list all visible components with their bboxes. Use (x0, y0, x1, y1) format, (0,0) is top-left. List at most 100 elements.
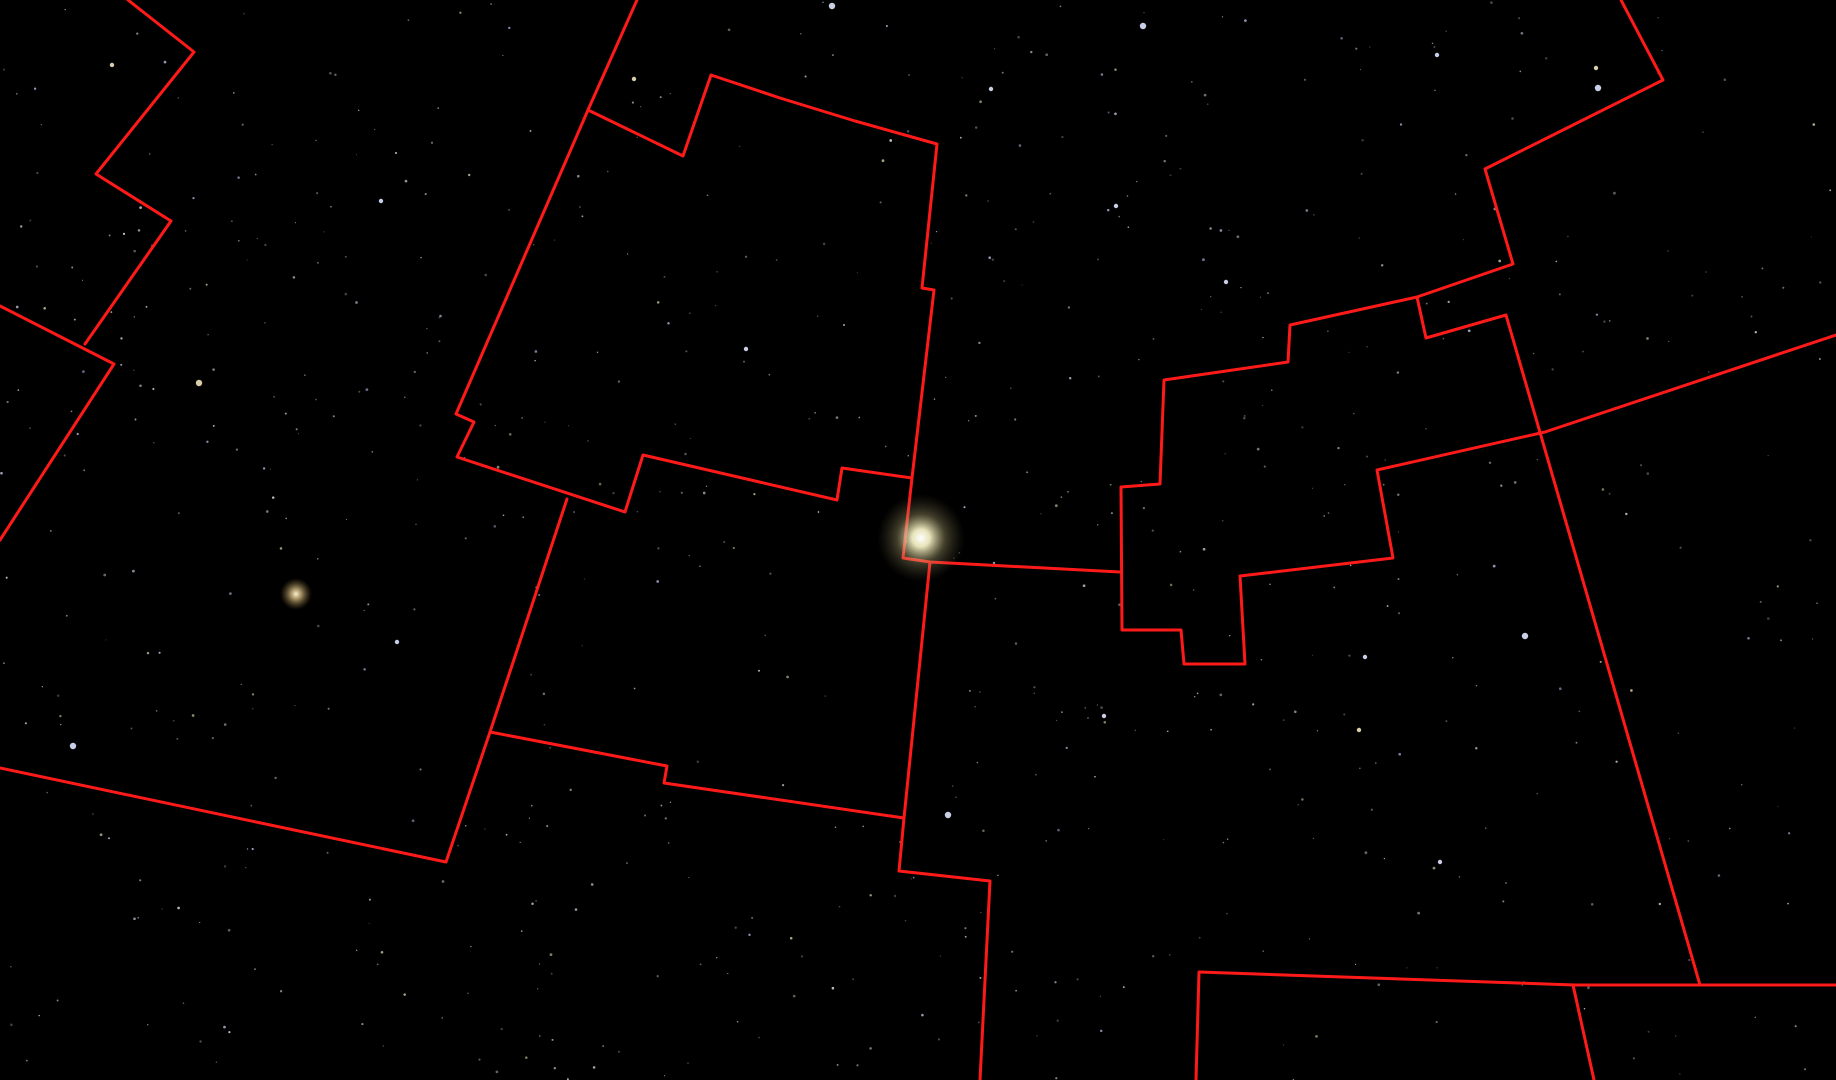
star (1308, 938, 1311, 940)
star (403, 993, 406, 996)
star (935, 230, 938, 233)
constellation-boundary-line (1415, 295, 1702, 987)
star (699, 565, 701, 567)
star (879, 201, 882, 204)
star (689, 312, 691, 314)
star (1082, 584, 1086, 588)
star (950, 297, 953, 300)
star (987, 200, 989, 202)
star (246, 848, 249, 850)
star (413, 608, 416, 611)
star (1818, 358, 1821, 360)
star (419, 424, 422, 427)
star (889, 139, 893, 142)
star (716, 957, 718, 959)
star (1228, 634, 1231, 637)
star (1359, 767, 1361, 769)
star (893, 894, 897, 898)
star (792, 994, 796, 998)
star (521, 417, 523, 419)
star (73, 318, 76, 321)
star (544, 421, 546, 423)
star (136, 32, 139, 35)
star (579, 206, 581, 208)
star (1366, 346, 1368, 348)
star (71, 266, 74, 269)
star (1630, 689, 1633, 692)
planet-glow[interactable] (877, 494, 965, 582)
star (612, 491, 615, 495)
star (1750, 315, 1753, 318)
star (1447, 300, 1450, 304)
star (355, 301, 358, 304)
star (1502, 900, 1505, 903)
star (664, 817, 667, 820)
star (1014, 418, 1017, 421)
star (631, 101, 634, 104)
star (656, 580, 660, 583)
star (227, 928, 231, 932)
star (1374, 762, 1377, 764)
star (279, 547, 283, 550)
star (1221, 16, 1224, 18)
star (1578, 710, 1581, 713)
star (988, 256, 992, 260)
star (739, 145, 741, 147)
star (419, 768, 422, 771)
star (1269, 583, 1271, 586)
star (748, 933, 751, 937)
bright-star (743, 346, 749, 352)
star (199, 921, 201, 924)
star (1033, 686, 1036, 689)
star (161, 908, 163, 910)
star (581, 645, 583, 647)
star (714, 304, 717, 307)
star (413, 370, 416, 374)
star (1819, 281, 1822, 284)
star (1490, 1, 1493, 4)
star (751, 917, 753, 919)
star (1702, 131, 1704, 133)
constellation-boundary-line (1119, 0, 1836, 666)
star (35, 265, 39, 268)
star (1165, 134, 1168, 137)
star (1127, 226, 1130, 228)
star (1657, 16, 1659, 19)
star (519, 841, 521, 844)
galaxy-glow[interactable] (280, 578, 312, 610)
star (437, 107, 439, 109)
star (478, 1058, 481, 1061)
star (1262, 950, 1264, 952)
star (441, 1017, 444, 1019)
star (24, 722, 27, 725)
star (1431, 42, 1434, 45)
star (371, 451, 374, 453)
star (1222, 380, 1225, 383)
star (961, 77, 963, 79)
star (933, 398, 936, 400)
star (1518, 17, 1520, 20)
star (1384, 459, 1386, 461)
star (1049, 192, 1052, 195)
star (702, 491, 706, 495)
star (329, 72, 332, 75)
star (430, 141, 434, 144)
star (525, 1056, 528, 1059)
bright-star (1434, 52, 1440, 58)
star (1361, 138, 1364, 142)
star (573, 511, 575, 513)
star (1301, 426, 1304, 429)
star (964, 935, 967, 938)
star (535, 899, 538, 902)
star (1688, 958, 1691, 962)
star (1615, 760, 1618, 763)
star (1311, 487, 1314, 489)
star (705, 485, 708, 487)
star (979, 100, 982, 104)
star (1065, 746, 1068, 750)
star (1220, 311, 1222, 313)
star (240, 683, 242, 686)
